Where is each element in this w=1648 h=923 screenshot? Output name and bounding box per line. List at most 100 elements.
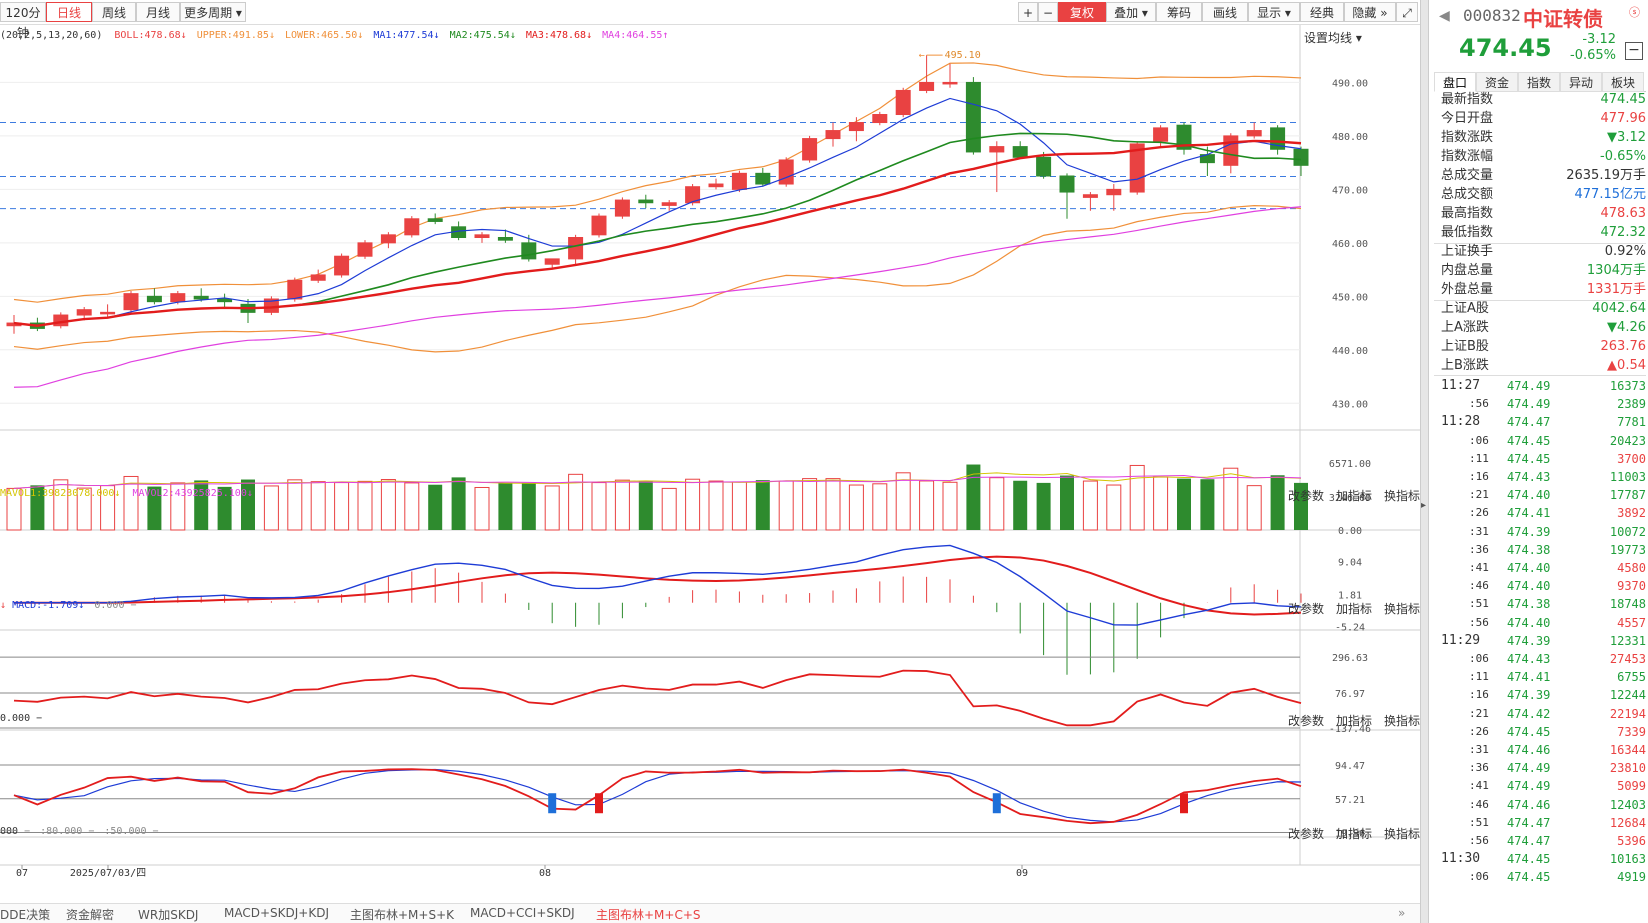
stat-label: 最新指数	[1441, 92, 1494, 107]
macd-add-indicator-button[interactable]: 加指标	[1336, 602, 1373, 616]
vol-edit-params-button[interactable]: 改参数	[1288, 489, 1325, 503]
chips-button[interactable]: 筹码	[1156, 2, 1202, 22]
tab-fund[interactable]: 资金解密	[66, 908, 115, 922]
y-tick-label: 470.00	[1332, 185, 1368, 196]
volume-bar	[825, 478, 841, 531]
stat-row: 内盘总量 1304万手	[1441, 261, 1646, 280]
dea-line	[14, 555, 1302, 616]
down-arrow-icon: ↓	[78, 600, 85, 611]
volume-bar	[1082, 480, 1098, 531]
classic-button[interactable]: 经典	[1300, 2, 1344, 22]
tick-volume: 11003	[1609, 470, 1646, 484]
candle	[1293, 148, 1309, 166]
tick-row: :41 474.49 5099	[1441, 777, 1646, 795]
tab-macd-cci-skdj[interactable]: MACD+CCI+SKDJ	[470, 906, 575, 920]
tick-time: :46	[1469, 579, 1489, 593]
tab-capital[interactable]: 资金	[1476, 72, 1518, 92]
skdj-add-indicator-button[interactable]: 加指标	[1336, 827, 1373, 841]
skdj-legend: 000 − :80.000 − :50.000 −	[0, 826, 159, 837]
settings-ma-button[interactable]: 设置均线 ▾	[1304, 29, 1362, 46]
volume-bar	[498, 483, 513, 530]
tick-row: 11:28 474.47 7781	[1441, 413, 1646, 431]
minimize-icon[interactable]: −	[1625, 42, 1643, 60]
security-code: 000832	[1463, 6, 1521, 25]
tick-time: :31	[1469, 743, 1489, 756]
skdj-switch-indicator-button[interactable]: 换指标	[1384, 827, 1421, 841]
tick-row: :31 474.39 10072	[1441, 523, 1646, 541]
tab-movement[interactable]: 异动	[1560, 72, 1602, 92]
tick-time: 11:28	[1441, 414, 1481, 430]
draw-line-button[interactable]: 画线	[1202, 2, 1248, 22]
candle	[100, 311, 116, 315]
vol-add-indicator-button[interactable]: 加指标	[1336, 489, 1373, 503]
period-more-button[interactable]: 更多周期 ▾	[180, 2, 246, 22]
period-daily-button[interactable]: 日线	[46, 2, 92, 22]
stat-label: 最高指数	[1441, 206, 1494, 221]
tick-volume: 3700	[1617, 451, 1646, 466]
tick-time: :36	[1469, 542, 1489, 556]
tick-price: 474.49	[1507, 397, 1551, 412]
vol-switch-indicator-button[interactable]: 换指标	[1384, 489, 1421, 503]
stat-row: 总成交额 477.15亿元	[1441, 185, 1646, 204]
tick-volume: 10072	[1609, 524, 1646, 539]
cci-edit-params-button[interactable]: 改参数	[1288, 714, 1325, 728]
cci-switch-indicator-button[interactable]: 换指标	[1384, 714, 1421, 728]
down-arrow-icon: ↓	[180, 30, 187, 41]
expand-icon[interactable]: ⤢	[1396, 2, 1418, 22]
volume-bar	[1013, 480, 1028, 530]
caret-down-icon: ▾	[1284, 6, 1291, 20]
tab-boll-msk[interactable]: 主图布林+M+S+K	[350, 908, 455, 922]
tick-row: :06 474.45 4919	[1441, 868, 1646, 886]
period-monthly-button[interactable]: 月线	[136, 2, 180, 22]
chart-area[interactable]: 490.00 480.00 470.00 460.00 450.00 440.00 430.…	[0, 25, 1420, 903]
tick-row: :16 474.43 11003	[1441, 468, 1646, 486]
tick-time: :46	[1469, 797, 1489, 811]
stat-label: 指数涨幅	[1441, 149, 1494, 164]
info-circle-icon[interactable]: ⓢ	[1629, 6, 1640, 19]
zoom-out-button[interactable]: −	[1038, 2, 1058, 22]
candle	[123, 293, 139, 311]
macd-edit-params-button[interactable]: 改参数	[1288, 602, 1325, 616]
candle	[1223, 135, 1239, 166]
tab-boll-mcs[interactable]: 主图布林+M+C+S	[596, 908, 701, 922]
cci-add-indicator-button[interactable]: 加指标	[1336, 714, 1373, 728]
tick-volume: 22194	[1609, 706, 1646, 721]
ma3-line	[13, 139, 1302, 327]
hide-button[interactable]: 隐藏 »	[1344, 2, 1396, 22]
macd-switch-indicator-button[interactable]: 换指标	[1384, 602, 1421, 616]
adjust-button[interactable]: 复权 ▾">	[1058, 2, 1106, 40]
display-button[interactable]: 显示 ▾	[1248, 2, 1300, 22]
volume-bar	[989, 477, 1005, 531]
stat-value: 478.63	[1600, 206, 1647, 221]
down-arrow-icon: ↓	[246, 488, 253, 499]
tab-index[interactable]: 指数	[1518, 72, 1560, 92]
tab-dde[interactable]: DDE决策	[0, 908, 51, 922]
overlay-label: 叠加	[1114, 6, 1139, 20]
stat-row: 指数涨幅 -0.65%	[1441, 147, 1646, 166]
legend-macd: MACD:-1.709	[12, 600, 79, 611]
tab-sector[interactable]: 板块	[1602, 72, 1644, 92]
volume-bar	[1129, 464, 1145, 531]
separator	[1434, 375, 1646, 376]
skdj-edit-params-button[interactable]: 改参数	[1288, 827, 1325, 841]
candle	[170, 293, 186, 303]
zoom-in-button[interactable]: +	[1018, 2, 1038, 22]
tick-price: 474.42	[1507, 706, 1551, 721]
tick-volume: 7339	[1617, 724, 1646, 739]
change-percent: -0.65%	[1570, 48, 1616, 63]
tab-macd-skdj-kdj[interactable]: MACD+SKDJ+KDJ	[224, 906, 329, 920]
period-weekly-button[interactable]: 周线	[92, 2, 136, 22]
volume-bar	[404, 482, 420, 531]
legend-skdj-c: :50.000	[104, 826, 147, 837]
overlay-button[interactable]: 叠加 ▾	[1106, 2, 1156, 22]
stat-value: -0.65%	[1600, 149, 1646, 164]
prev-arrow-icon[interactable]: ◀	[1439, 8, 1450, 24]
scroll-right-icon[interactable]: »	[1398, 906, 1406, 920]
tab-wr-skdj[interactable]: WR加SKDJ	[138, 908, 199, 922]
panel-splitter[interactable]: ▸	[1420, 0, 1428, 923]
period-120min-button[interactable]: 120分钟	[0, 2, 46, 40]
stat-value: 2635.19万手	[1566, 168, 1646, 183]
tab-order-book[interactable]: 盘口	[1434, 72, 1476, 92]
signal-marker	[595, 793, 603, 814]
